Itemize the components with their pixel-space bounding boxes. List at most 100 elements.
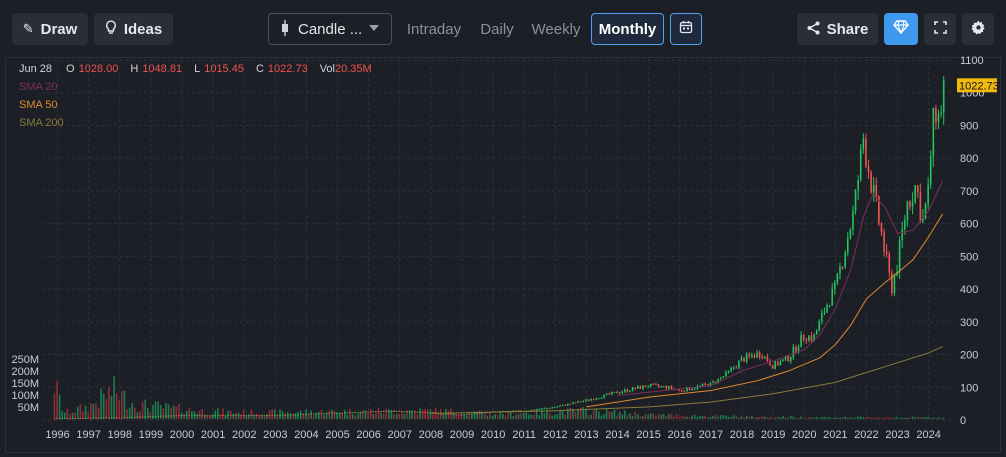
volume-bar <box>821 416 823 419</box>
candle-body <box>136 416 139 418</box>
volume-bar <box>810 417 813 419</box>
tab-monthly[interactable]: Monthly <box>591 13 664 45</box>
x-tick-label: 1998 <box>108 429 132 441</box>
candle-body <box>408 411 411 413</box>
tab-daily[interactable]: Daily <box>480 20 514 38</box>
candle-body <box>706 384 709 387</box>
volume-bar <box>242 410 245 419</box>
close-key: C <box>255 63 264 75</box>
candle-body <box>740 357 743 361</box>
tab-weekly[interactable]: Weekly <box>531 20 581 38</box>
indicator-sma-20[interactable]: SMA 20 <box>19 78 384 96</box>
candle-body <box>229 414 232 416</box>
candle-body <box>432 412 434 414</box>
candle-body <box>852 210 854 230</box>
candle-body <box>668 386 670 389</box>
volume-bar <box>878 417 880 419</box>
high-value: 1048.81 <box>142 63 183 75</box>
y-tick-label: 900 <box>960 120 978 132</box>
candle-body <box>170 415 172 417</box>
candle-body <box>769 361 771 366</box>
candle-body <box>901 229 904 241</box>
candle-body <box>787 356 789 362</box>
volume-bar <box>670 414 673 419</box>
candle-body <box>191 415 193 417</box>
volume-bar <box>740 416 743 419</box>
candle-body <box>421 411 424 413</box>
fullscreen-button[interactable] <box>924 13 956 45</box>
candle-body <box>644 385 647 388</box>
volume-bar <box>429 409 432 419</box>
candle-body <box>751 355 753 357</box>
chart-panel[interactable] <box>5 57 1001 453</box>
volume-bar <box>771 417 774 419</box>
candle-body <box>826 305 828 313</box>
candle-body <box>572 402 574 404</box>
volume-bar <box>489 412 491 419</box>
share-button[interactable]: Share <box>797 13 878 45</box>
candle-body <box>154 416 157 418</box>
volume-bar <box>414 410 416 419</box>
volume-bar <box>701 415 704 419</box>
volume-bar <box>546 409 548 419</box>
volume-bar <box>732 415 735 419</box>
volume-bar <box>512 416 515 419</box>
calendar-button[interactable] <box>670 13 702 45</box>
volume-bar <box>398 413 401 419</box>
premium-button[interactable] <box>884 13 918 45</box>
candle-body <box>618 392 621 394</box>
x-tick-label: 2009 <box>450 429 474 441</box>
candle-body <box>375 411 377 413</box>
draw-button[interactable]: ✎ Draw <box>12 13 88 45</box>
volume-bar <box>162 408 165 419</box>
volume-bar <box>395 414 398 419</box>
x-tick-label: 2015 <box>636 429 660 441</box>
chart-type-select[interactable]: Candle ... <box>268 13 392 45</box>
ohlc-row: Jun 28 O 1028.00 H 1048.81 L 1015.45 C 1022.… <box>19 60 384 78</box>
volume-bar <box>805 418 808 419</box>
candle-body <box>885 251 888 254</box>
candle-body <box>232 414 235 416</box>
y-tick-label: 700 <box>960 186 978 198</box>
candle-body <box>813 334 815 341</box>
candle-body <box>216 415 219 417</box>
volume-bar <box>916 416 919 419</box>
volume-bar <box>146 407 149 419</box>
candle-body <box>224 415 227 417</box>
volume-bar <box>315 412 318 419</box>
tab-intraday[interactable]: Intraday <box>406 20 462 38</box>
candle-body <box>743 357 745 362</box>
settings-button[interactable] <box>962 13 994 45</box>
candle-body <box>71 418 74 420</box>
volume-bar <box>826 417 828 419</box>
low-key: L <box>194 63 201 75</box>
volume-bar <box>797 417 800 419</box>
indicator-sma-50[interactable]: SMA 50 <box>19 96 384 114</box>
candle-body <box>484 412 486 414</box>
candle-body <box>113 417 115 419</box>
candle-body <box>426 412 429 414</box>
candle-body <box>455 414 458 416</box>
volume-bar <box>74 412 76 419</box>
ohlc-date: Jun 28 <box>19 63 53 75</box>
top-toolbar: ✎ Draw Ideas Candle ... Intraday Daily W… <box>0 0 1006 56</box>
candle-body <box>372 411 375 413</box>
volume-bar <box>834 417 836 419</box>
candle-body <box>841 266 844 268</box>
volume-bar <box>836 417 839 419</box>
volume-bar <box>582 407 585 419</box>
candle-body <box>704 383 706 385</box>
candle-body <box>592 399 595 401</box>
candle-body <box>904 220 906 230</box>
volume-bar <box>802 417 805 419</box>
candle-body <box>559 405 561 407</box>
candle-body <box>911 202 914 207</box>
ideas-button[interactable]: Ideas <box>94 13 173 45</box>
volume-bar <box>61 411 64 419</box>
volume-bar <box>655 416 657 419</box>
volume-bar <box>753 417 756 419</box>
candle-body <box>566 403 569 406</box>
indicator-sma-200[interactable]: SMA 200 <box>19 114 384 132</box>
volume-bar <box>896 417 898 419</box>
